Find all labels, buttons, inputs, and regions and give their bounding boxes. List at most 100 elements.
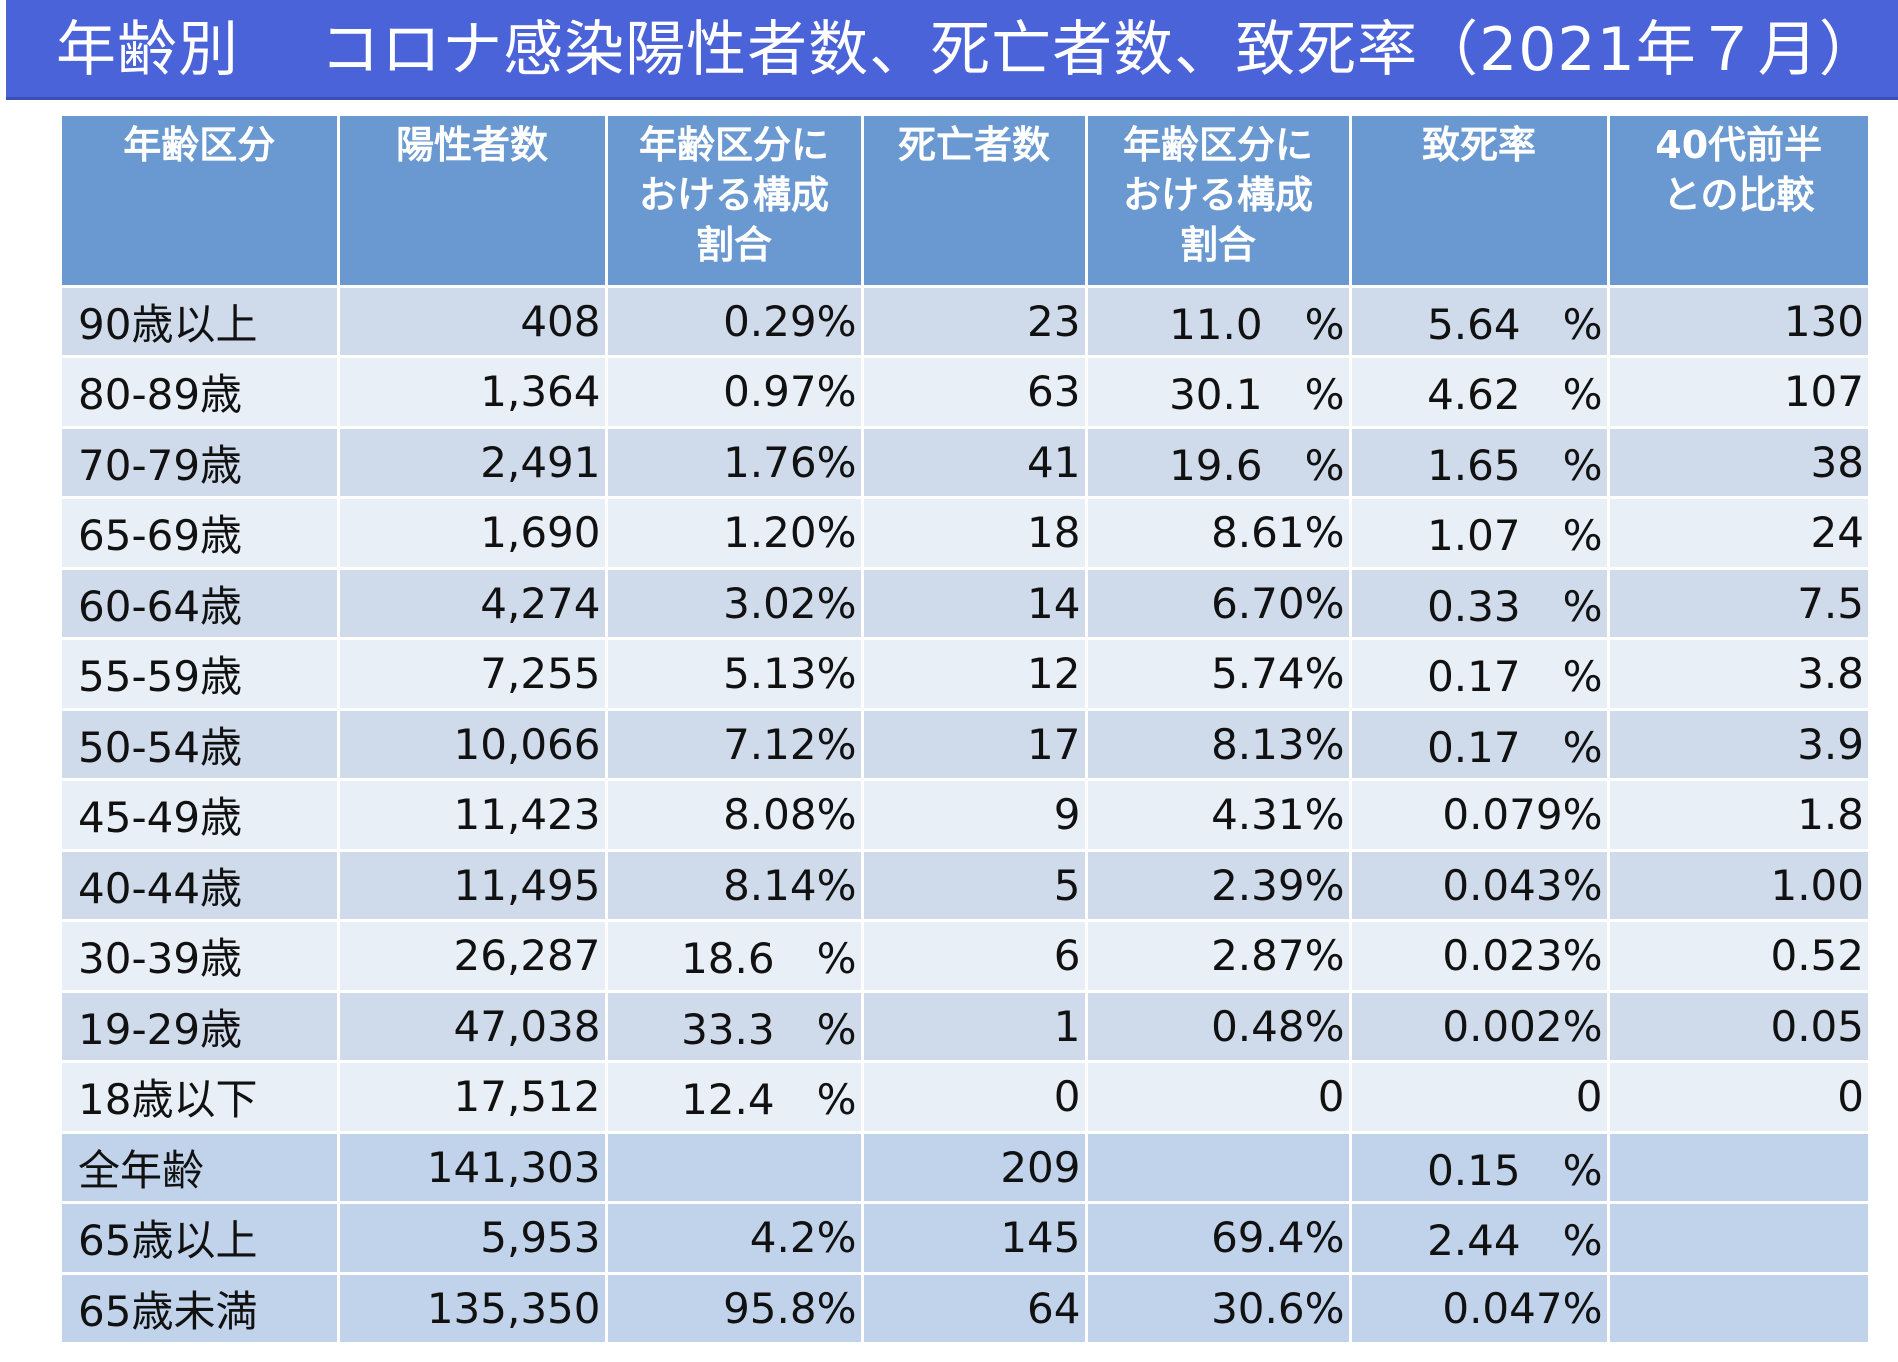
cell-death-count: 9 [862,779,1088,852]
cell-positive-count: 11,495 [338,850,608,922]
table-row: 50-54歳 10,066 7.12% 17 8.13% 0.17 % 3.9 [62,709,1868,781]
cell-age-group: 60-64歳 [62,568,340,640]
cell-ratio-vs-40s: 107 [1608,356,1868,429]
title-bar: 年齢別 コロナ感染陽性者数、死亡者数、致死率（2021年７月） [6,0,1898,100]
cell-death-share: 8.61% [1086,497,1352,570]
table-row: 70-79歳 2,491 1.76% 41 19.6 % 1.65 % 38 [62,427,1868,499]
cell-death-count: 63 [862,356,1088,429]
cell-ratio-vs-40s: 0.05 [1608,991,1868,1063]
cell-fatality-rate: 2.44 % [1350,1202,1610,1275]
cell-death-count: 23 [862,286,1088,358]
column-header-age-group: 年齢区分 [62,116,340,288]
cell-fatality-rate: 0.15 % [1350,1132,1610,1204]
table-row: 65-69歳 1,690 1.20% 18 8.61% 1.07 % 24 [62,497,1868,570]
cell-ratio-vs-40s [1608,1202,1868,1275]
cell-age-group: 90歳以上 [62,286,340,358]
table-row: 65歳以上 5,953 4.2% 145 69.4% 2.44 % [62,1202,1868,1275]
cell-positive-count: 26,287 [338,920,608,993]
cell-death-count: 1 [862,991,1088,1063]
column-header-death-share: 年齢区分に おける構成 割合 [1086,116,1352,288]
column-header-fatality-rate: 致死率 [1350,116,1610,288]
cell-ratio-vs-40s: 0 [1608,1061,1868,1134]
cell-positive-count: 408 [338,286,608,358]
cell-fatality-rate: 0.002% [1350,991,1610,1063]
cell-age-group: 65-69歳 [62,497,340,570]
cell-death-count: 0 [862,1061,1088,1134]
cell-death-share: 30.6% [1086,1273,1352,1345]
table-row: 全年齢 141,303 209 0.15 % [62,1132,1868,1204]
cell-ratio-vs-40s [1608,1273,1868,1345]
cell-death-count: 18 [862,497,1088,570]
cell-age-group: 65歳以上 [62,1202,340,1275]
cell-ratio-vs-40s: 3.8 [1608,638,1868,711]
table-row: 60-64歳 4,274 3.02% 14 6.70% 0.33 % 7.5 [62,568,1868,640]
cell-positive-count: 7,255 [338,638,608,711]
cell-positive-count: 1,364 [338,356,608,429]
cell-death-count: 41 [862,427,1088,499]
cell-age-group: 55-59歳 [62,638,340,711]
cell-fatality-rate: 0.079% [1350,779,1610,852]
cell-death-share [1086,1132,1352,1204]
cell-ratio-vs-40s [1608,1132,1868,1204]
cell-ratio-vs-40s: 3.9 [1608,709,1868,781]
cell-fatality-rate: 0.043% [1350,850,1610,922]
column-header-ratio-vs-40s: 40代前半 との比較 [1608,116,1868,288]
cell-positive-share: 7.12% [606,709,864,781]
cell-fatality-rate: 5.64 % [1350,286,1610,358]
column-header-positive-share: 年齢区分に おける構成 割合 [606,116,864,288]
table-header-row: 年齢区分 陽性者数 年齢区分に おける構成 割合 死亡者数 年齢区分に おける構成 割合… [62,116,1868,288]
cell-ratio-vs-40s: 0.52 [1608,920,1868,993]
cell-positive-count: 1,690 [338,497,608,570]
cell-death-share: 0.48% [1086,991,1352,1063]
page-title: 年齢別 コロナ感染陽性者数、死亡者数、致死率（2021年７月） [56,15,1880,85]
cell-ratio-vs-40s: 1.00 [1608,850,1868,922]
cell-positive-count: 5,953 [338,1202,608,1275]
cell-positive-count: 4,274 [338,568,608,640]
cell-positive-share: 95.8% [606,1273,864,1345]
cell-positive-count: 141,303 [338,1132,608,1204]
cell-positive-share: 4.2% [606,1202,864,1275]
cell-positive-share: 0.97% [606,356,864,429]
cell-ratio-vs-40s: 38 [1608,427,1868,499]
cell-death-share: 0 [1086,1061,1352,1134]
cell-positive-count: 2,491 [338,427,608,499]
cell-fatality-rate: 0.33 % [1350,568,1610,640]
cell-positive-share: 8.08% [606,779,864,852]
cell-death-count: 5 [862,850,1088,922]
cell-age-group: 40-44歳 [62,850,340,922]
cell-positive-count: 47,038 [338,991,608,1063]
table-row: 80-89歳 1,364 0.97% 63 30.1 % 4.62 % 107 [62,356,1868,429]
covid-age-table: 年齢区分 陽性者数 年齢区分に おける構成 割合 死亡者数 年齢区分に おける構成 割合… [62,116,1868,1345]
cell-ratio-vs-40s: 7.5 [1608,568,1868,640]
cell-death-share: 8.13% [1086,709,1352,781]
cell-positive-share: 18.6 % [606,920,864,993]
cell-age-group: 80-89歳 [62,356,340,429]
cell-positive-share: 3.02% [606,568,864,640]
cell-positive-share: 1.76% [606,427,864,499]
column-header-death-count: 死亡者数 [862,116,1088,288]
cell-ratio-vs-40s: 24 [1608,497,1868,570]
cell-death-share: 4.31% [1086,779,1352,852]
cell-age-group: 70-79歳 [62,427,340,499]
cell-death-count: 12 [862,638,1088,711]
table-row: 40-44歳 11,495 8.14% 5 2.39% 0.043% 1.00 [62,850,1868,922]
cell-death-share: 5.74% [1086,638,1352,711]
cell-death-count: 14 [862,568,1088,640]
cell-positive-count: 11,423 [338,779,608,852]
table-body: 90歳以上 408 0.29% 23 11.0 % 5.64 % 130 80-89歳 1,36… [62,286,1868,1345]
cell-death-count: 145 [862,1202,1088,1275]
cell-fatality-rate: 0 [1350,1061,1610,1134]
cell-death-count: 209 [862,1132,1088,1204]
cell-death-count: 17 [862,709,1088,781]
cell-age-group: 50-54歳 [62,709,340,781]
cell-positive-share: 33.3 % [606,991,864,1063]
cell-death-share: 30.1 % [1086,356,1352,429]
cell-fatality-rate: 0.023% [1350,920,1610,993]
cell-fatality-rate: 4.62 % [1350,356,1610,429]
cell-death-share: 19.6 % [1086,427,1352,499]
cell-fatality-rate: 1.07 % [1350,497,1610,570]
cell-positive-share: 0.29% [606,286,864,358]
cell-ratio-vs-40s: 130 [1608,286,1868,358]
cell-death-share: 2.87% [1086,920,1352,993]
cell-positive-share [606,1132,864,1204]
